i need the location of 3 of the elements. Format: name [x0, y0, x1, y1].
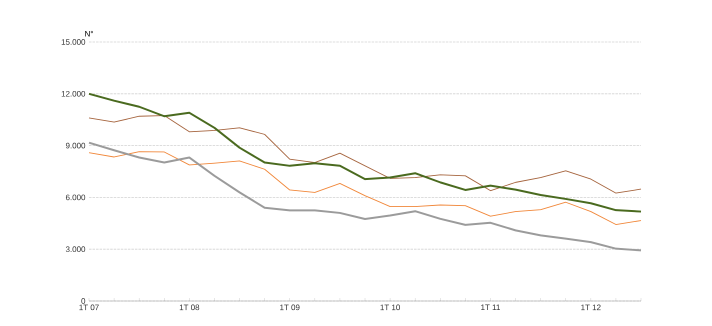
line-series — [88, 92, 642, 213]
line-series — [88, 151, 642, 225]
line-series — [88, 142, 642, 252]
